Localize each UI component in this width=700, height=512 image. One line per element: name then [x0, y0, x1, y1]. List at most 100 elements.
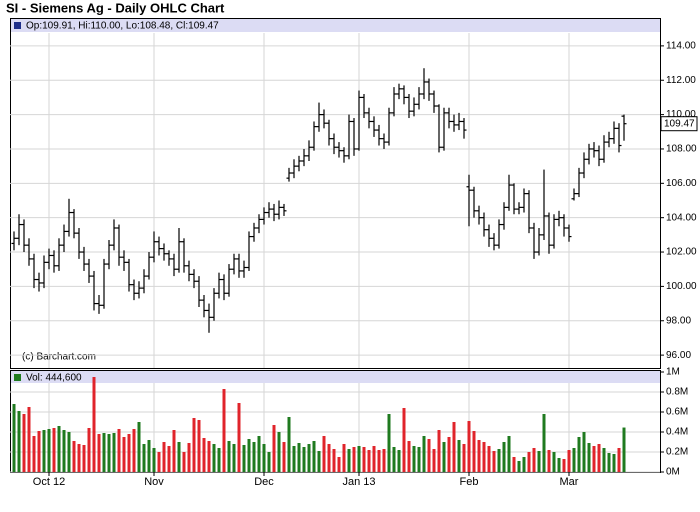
- volume-bar: [372, 446, 376, 472]
- volume-bar: [547, 450, 551, 472]
- y-tick-label: 0.4M: [666, 427, 688, 438]
- volume-bar: [187, 443, 191, 472]
- volume-bar: [257, 436, 261, 472]
- volume-bar: [122, 437, 126, 472]
- y-tick-label: 104.00: [666, 212, 697, 223]
- volume-bar: [402, 408, 406, 472]
- volume-bar: [337, 457, 341, 472]
- volume-bar: [367, 450, 371, 472]
- volume-bar: [127, 434, 131, 472]
- y-tick-label: 114.00: [666, 41, 696, 52]
- last-price-label: 109.47: [664, 118, 695, 129]
- volume-bar: [457, 440, 461, 472]
- volume-bar: [47, 429, 51, 472]
- volume-bar: [82, 445, 86, 472]
- volume-bar: [412, 446, 416, 472]
- price-header-icon: [14, 22, 21, 29]
- volume-bar: [317, 451, 321, 472]
- volume-bar: [17, 411, 21, 472]
- volume-bar: [37, 431, 41, 472]
- volume-bar: [562, 459, 566, 472]
- price-header: Op:109.91, Hi:110.00, Lo:108.48, Cl:109.…: [26, 21, 219, 32]
- volume-bar: [597, 444, 601, 472]
- volume-bar: [542, 414, 546, 472]
- volume-bar: [77, 444, 81, 472]
- volume-bar: [432, 449, 436, 472]
- x-tick-label: Feb: [460, 476, 479, 488]
- volume-bar: [112, 433, 116, 472]
- volume-bar: [142, 444, 146, 472]
- y-tick-label: 0.8M: [666, 387, 688, 398]
- volume-bar: [62, 430, 66, 472]
- volume-bar: [427, 439, 431, 472]
- y-tick-label: 0.2M: [666, 447, 688, 458]
- volume-bar: [322, 436, 326, 472]
- price-panel: [10, 18, 661, 369]
- volume-bar: [532, 448, 536, 472]
- volume-bar: [572, 448, 576, 472]
- volume-bar: [102, 433, 106, 472]
- volume-bar: [527, 452, 531, 472]
- volume-bar: [307, 444, 311, 472]
- y-tick-label: 102.00: [666, 247, 697, 258]
- volume-bar: [437, 430, 441, 472]
- marks: [11, 68, 627, 472]
- y-tick-label: 112.00: [666, 75, 696, 86]
- volume-bar: [462, 444, 466, 472]
- volume-bar: [477, 440, 481, 472]
- volume-bar: [42, 430, 46, 472]
- volume-bar: [272, 425, 276, 472]
- volume-bar: [147, 440, 151, 472]
- volume-bar: [222, 389, 226, 472]
- y-tick-label: 0.6M: [666, 407, 688, 418]
- volume-bar: [292, 446, 296, 472]
- y-tick-label: 100.00: [666, 281, 697, 292]
- volume-bar: [262, 444, 266, 472]
- volume-bar: [52, 428, 56, 472]
- volume-bar: [237, 403, 241, 472]
- volume-bar: [162, 442, 166, 472]
- y-tick-label: 106.00: [666, 178, 697, 189]
- volume-bar: [512, 457, 516, 472]
- volume-bar: [312, 441, 316, 472]
- volume-bar: [267, 452, 271, 472]
- y-tick-label: 98.00: [666, 315, 691, 326]
- volume-bar: [227, 441, 231, 472]
- volume-bar: [22, 414, 26, 472]
- last-price-box: [660, 116, 698, 132]
- volume-bar: [537, 451, 541, 472]
- volume-bar: [497, 449, 501, 472]
- volume-bar: [567, 450, 571, 472]
- volume-bar: [32, 436, 36, 472]
- volume-bar: [277, 432, 281, 472]
- volume-bar: [342, 444, 346, 472]
- x-tick-label: Mar: [560, 476, 579, 488]
- volume-bar: [552, 452, 556, 472]
- volume-bar: [282, 442, 286, 472]
- volume-bar: [422, 436, 426, 472]
- x-tick-label: Oct 12: [33, 476, 65, 488]
- volume-bar: [57, 426, 61, 472]
- volume-bar: [202, 438, 206, 472]
- x-tick-label: Jan 13: [342, 476, 375, 488]
- volume-bar: [252, 442, 256, 472]
- chart-title: SI - Siemens Ag - Daily OHLC Chart: [6, 0, 225, 15]
- volume-bar: [327, 444, 331, 472]
- y-tick-label: 1M: [666, 367, 680, 378]
- volume-bar: [557, 458, 561, 472]
- volume-bar: [492, 451, 496, 472]
- volume-bar: [617, 448, 621, 472]
- volume-bar: [132, 429, 136, 472]
- volume-bar: [87, 428, 91, 472]
- volume-bar: [157, 452, 161, 472]
- volume-bar: [67, 432, 71, 472]
- volume-bar: [167, 446, 171, 472]
- y-tick-label: 110.00: [666, 109, 696, 120]
- volume-bar: [472, 431, 476, 472]
- volume-bar: [387, 414, 391, 472]
- volume-header-icon: [14, 374, 21, 381]
- volume-bar: [182, 452, 186, 472]
- volume-bar: [622, 427, 626, 472]
- volume-bar: [612, 454, 616, 472]
- volume-bar: [417, 447, 421, 472]
